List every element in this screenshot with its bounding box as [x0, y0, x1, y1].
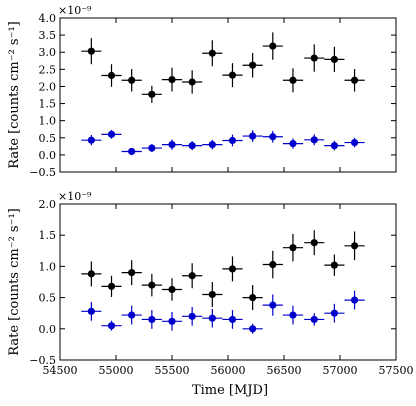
top-panel-y-tick-label: 1.0: [39, 115, 57, 128]
bottom-panel-series-0-point: [330, 261, 338, 269]
bottom-panel-series-1-point: [330, 309, 338, 317]
bottom-panel-y-tick-label: 0.5: [39, 292, 57, 305]
bottom-panel-series-0-point: [269, 260, 277, 269]
bottom-panel-series-0-point: [107, 282, 116, 290]
top-panel-y-tick-label: 2.5: [39, 63, 57, 76]
bottom-panel-series-1-point: [188, 312, 196, 320]
bottom-panel-y-tick-label: 1.5: [39, 229, 57, 242]
top-panel-y-multiplier: ×10⁻⁹: [58, 4, 92, 17]
top-panel-series-0-point: [107, 71, 116, 80]
bottom-panel-series-0-point: [350, 242, 359, 250]
bottom-panel-x-tick-label: 54500: [43, 364, 78, 377]
top-panel-y-tick-label: 2.0: [39, 80, 57, 93]
top-panel-series-1-point: [228, 136, 237, 145]
bottom-panel-y-tick-label: 1.0: [39, 260, 57, 273]
bottom-panel-x-tick-label: 56000: [211, 364, 246, 377]
bottom-panel-series-0-point: [310, 239, 318, 247]
top-panel-series-1-point: [289, 139, 297, 148]
bottom-panel-y-tick-label: 0.0: [39, 323, 57, 336]
bottom-panel-y-tick-label: 2.0: [39, 198, 57, 211]
top-panel-series-1-point: [269, 133, 277, 141]
top-panel-series-1-point: [168, 141, 176, 149]
top-panel-series-1-point: [350, 138, 359, 147]
top-panel-series-0-point: [350, 76, 359, 84]
bottom-panel-x-tick-label: 57500: [379, 364, 414, 377]
bottom-panel-series-0-point: [249, 294, 257, 302]
top-panel-series-0-point: [269, 42, 277, 50]
bottom-panel-series-0-point: [289, 244, 297, 252]
top-panel-y-tick-label: −0.5: [29, 166, 56, 179]
bottom-panel-series-1-point: [87, 307, 95, 315]
bottom-panel: 54500 55000 55500 56000 56500 57000 57500 −0.5 0…: [29, 198, 413, 377]
top-panel-series-1-point: [87, 136, 95, 144]
bottom-panel-series-1-point: [228, 315, 237, 324]
bottom-panel-series-0-point: [228, 265, 237, 273]
bottom-panel-y-tick-label: −0.5: [29, 354, 56, 367]
bottom-panel-series-1-point: [168, 317, 176, 325]
bottom-panel-y-multiplier: ×10⁻⁹: [58, 190, 92, 203]
top-panel: −0.5 0.0 0.5 1.0 1.5 2.0 2.5 3.0 3.5 4.0: [29, 12, 397, 179]
top-panel-y-axis-label: Rate [counts cm⁻² s⁻¹]: [7, 21, 22, 168]
top-panel-series-0-point: [330, 55, 338, 64]
bottom-panel-x-tick-label: 55500: [155, 364, 190, 377]
top-panel-series-0-point: [289, 76, 297, 84]
bottom-panel-series-0-point: [208, 290, 216, 299]
top-panel-series-0-point: [87, 47, 95, 55]
bottom-panel-series-0-point: [87, 270, 95, 278]
bottom-panel-frame: [59, 203, 397, 361]
bottom-panel-series-1-point: [208, 314, 216, 322]
top-panel-series-1-point: [249, 132, 257, 140]
top-panel-series-0-point: [310, 54, 318, 62]
top-panel-series-1-point: [330, 142, 338, 150]
top-panel-series-0-point: [168, 76, 176, 84]
top-panel-series-0-point: [228, 71, 237, 79]
top-panel-series-1-point: [148, 144, 156, 152]
top-panel-y-tick-label: 3.5: [39, 29, 57, 42]
top-panel-series-0-point: [188, 78, 196, 86]
top-panel-series-1-point: [310, 136, 318, 144]
top-panel-series-1-point: [128, 147, 136, 156]
bottom-panel-series-1-point: [289, 311, 297, 319]
bottom-panel-series-0-point: [188, 272, 196, 280]
top-panel-y-tick-label: 0.0: [39, 149, 57, 162]
top-panel-series-0-point: [249, 61, 257, 69]
top-panel-y-tick-label: 3.0: [39, 46, 57, 59]
bottom-panel-series-1-point: [350, 296, 359, 304]
bottom-panel-series-1-point: [310, 315, 318, 324]
top-panel-series-0-point: [128, 76, 136, 84]
top-panel-series-1-point: [208, 141, 216, 149]
top-panel-y-tick-label: 0.5: [39, 132, 57, 145]
top-panel-series-1-point: [107, 130, 116, 138]
bottom-panel-series-1-point: [148, 315, 156, 324]
top-panel-series-0-point: [148, 90, 156, 98]
bottom-panel-x-tick-label: 55000: [99, 364, 134, 377]
bottom-panel-series-1-point: [269, 301, 277, 309]
bottom-panel-x-tick-label: 57000: [323, 364, 358, 377]
top-panel-series-1-point: [188, 142, 196, 150]
bottom-panel-series-0-point: [128, 269, 136, 277]
x-axis-label: Time [MJD]: [192, 383, 268, 398]
bottom-panel-series-1-point: [107, 322, 116, 330]
bottom-panel-x-tick-label: 56500: [267, 364, 302, 377]
bottom-panel-series-1-point: [128, 311, 136, 319]
top-panel-y-tick-label: 4.0: [39, 12, 57, 25]
bottom-panel-series-0-point: [148, 281, 156, 289]
bottom-panel-series-1-point: [249, 325, 257, 333]
top-panel-frame: [59, 17, 397, 173]
top-panel-series-0-point: [208, 49, 216, 57]
bottom-panel-series-0-point: [168, 285, 176, 294]
top-panel-y-tick-label: 1.5: [39, 98, 57, 111]
bottom-panel-y-axis-label: Rate [counts cm⁻² s⁻¹]: [7, 208, 22, 355]
